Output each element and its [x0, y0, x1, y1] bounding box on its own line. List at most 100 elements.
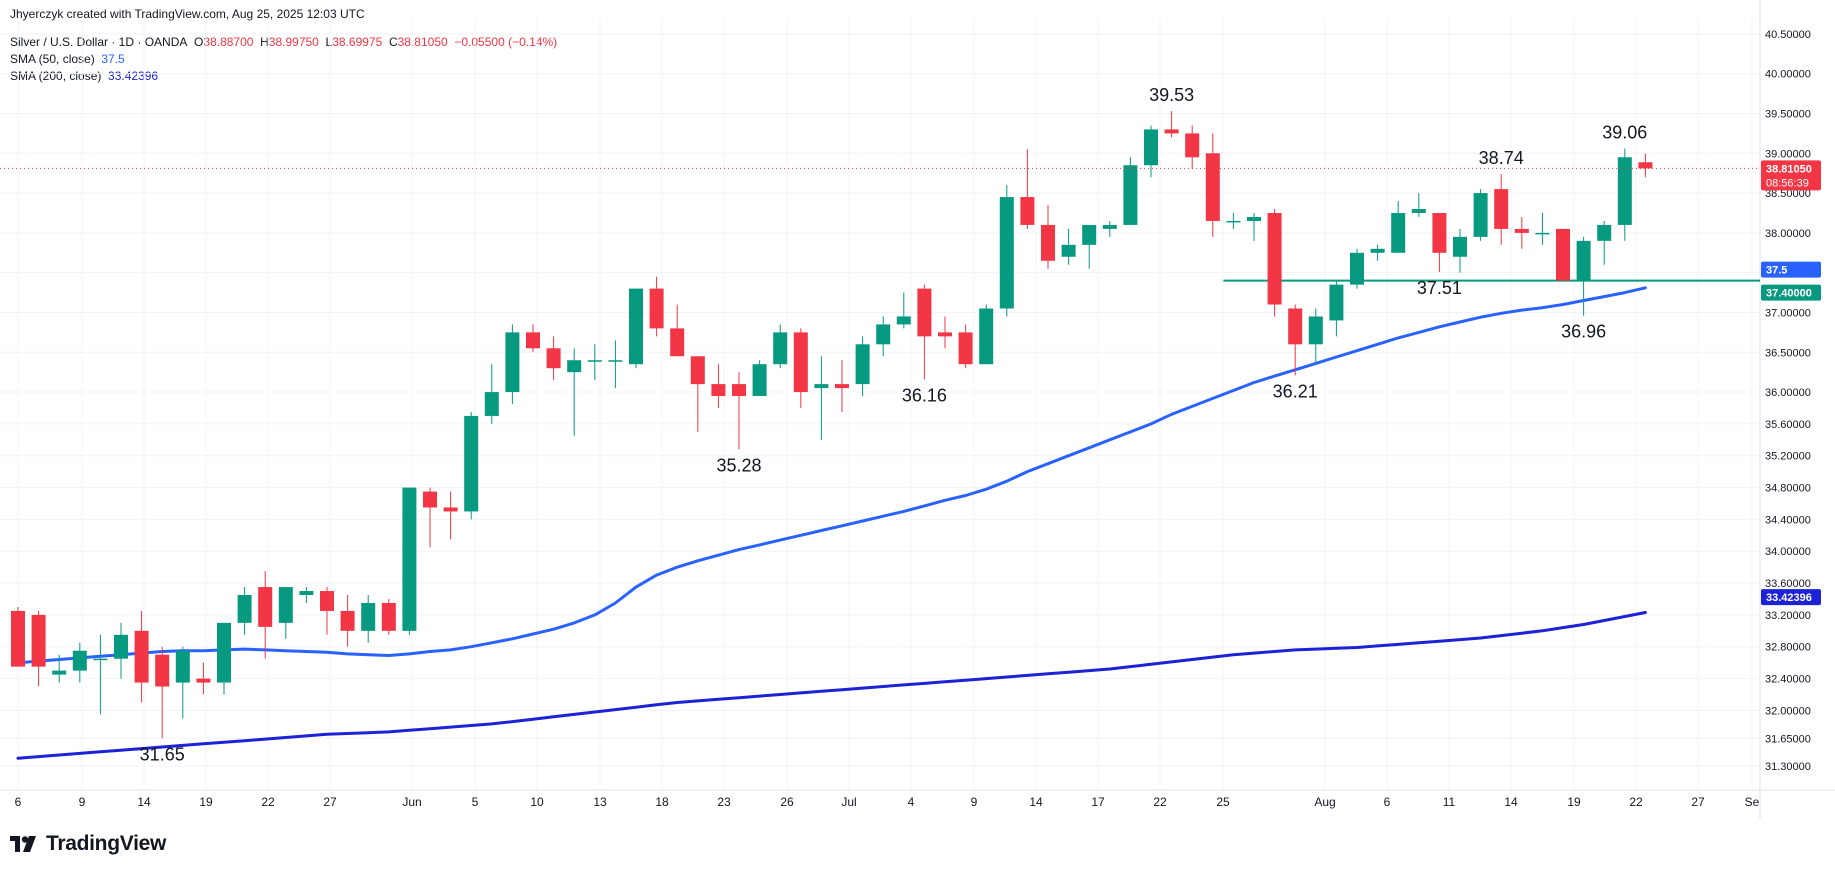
x-tick-label: 19 — [199, 795, 213, 809]
candle — [258, 571, 273, 659]
symbol-title[interactable]: Silver / U.S. Dollar · 1D · OANDA — [10, 35, 188, 49]
candle — [134, 610, 149, 703]
candle — [567, 348, 582, 436]
price-axis: 31.30000 31.65000 32.00000 32.40000 32.80000… — [1765, 29, 1811, 773]
candle-body — [1638, 162, 1653, 169]
tradingview-logo[interactable]: TradingView — [10, 832, 166, 856]
candle — [999, 185, 1014, 317]
candle — [814, 356, 829, 440]
candle — [629, 288, 643, 369]
candle — [484, 364, 499, 424]
sma50-legend[interactable]: SMA (50, close) 37.5 — [10, 52, 125, 66]
candle-body — [670, 328, 685, 357]
candle-body — [1288, 308, 1303, 345]
candle — [608, 340, 623, 389]
candle — [546, 336, 561, 381]
candle — [1164, 111, 1179, 138]
candle — [1205, 133, 1220, 237]
x-tick-label: Aug — [1314, 795, 1335, 809]
candle — [1329, 280, 1344, 337]
candle — [278, 587, 293, 639]
price-chart[interactable]: 31.65 35.28 36.16 39.53 36.21 37.51 38.74 36.96… — [0, 0, 1835, 820]
candle-body — [1597, 224, 1612, 241]
candle-body — [1576, 240, 1591, 281]
candle-body — [958, 332, 973, 365]
candle-body — [299, 591, 314, 596]
last-price-badge: 38.81050 08:56:39 — [1761, 160, 1821, 191]
candle-body — [793, 332, 808, 393]
last-price-badge-text: 38.81050 — [1766, 163, 1812, 175]
candle-body — [1432, 212, 1447, 253]
x-tick-label: 6 — [1384, 795, 1391, 809]
candle — [72, 642, 87, 683]
candle-body — [1226, 220, 1241, 223]
candle — [732, 372, 746, 450]
y-tick-label: 34.00000 — [1765, 546, 1811, 558]
x-tick-label: 27 — [323, 795, 337, 809]
candle-body — [423, 491, 437, 508]
candle-body — [155, 654, 170, 687]
candle — [793, 328, 808, 408]
candle — [1061, 228, 1076, 265]
creator-credit: Jhyerczyk created with TradingView.com, … — [10, 7, 365, 21]
sma200-layer — [16, 611, 1647, 760]
candle-body — [1535, 232, 1550, 235]
candle — [196, 662, 211, 695]
candle-body — [1617, 157, 1632, 225]
sma200-badge: 33.42396 — [1761, 589, 1821, 606]
candle-body — [381, 602, 396, 631]
annotations-layer: 31.65 35.28 36.16 39.53 36.21 37.51 38.74 36.96… — [140, 85, 1648, 764]
candle-body — [175, 650, 190, 683]
y-tick-label: 39.00000 — [1765, 148, 1811, 160]
candle — [876, 316, 891, 357]
candle-body — [1102, 224, 1117, 229]
y-tick-label: 35.60000 — [1765, 419, 1811, 431]
y-tick-label: 36.50000 — [1765, 347, 1811, 359]
x-tick-label: 22 — [1153, 795, 1167, 809]
candle — [402, 487, 417, 635]
candle — [1247, 212, 1261, 241]
candle-body — [31, 614, 46, 667]
candle — [381, 598, 396, 635]
x-tick-label: Jul — [841, 795, 856, 809]
candle — [1041, 205, 1055, 269]
candle-body — [587, 360, 602, 362]
candle — [1597, 220, 1612, 265]
candle-body — [484, 392, 499, 416]
x-tick-label: Jun — [402, 795, 421, 809]
hline-badge-text: 37.40000 — [1766, 288, 1812, 300]
candle — [1144, 125, 1158, 178]
candle-body — [443, 507, 458, 512]
candle-body — [1123, 165, 1138, 225]
candles-layer — [11, 111, 1653, 739]
x-tick-label: 26 — [780, 795, 794, 809]
candle-body — [1514, 228, 1529, 233]
candle — [320, 587, 334, 635]
sma50-line — [16, 286, 1647, 665]
y-tick-label: 39.50000 — [1765, 109, 1811, 121]
candle-body — [52, 670, 67, 675]
candle — [1102, 220, 1117, 237]
x-tick-label: Se — [1745, 795, 1760, 809]
candle-body — [1473, 193, 1488, 237]
y-tick-label: 35.20000 — [1765, 451, 1811, 463]
y-tick-label: 32.80000 — [1765, 642, 1811, 654]
candle-body — [134, 630, 149, 683]
high-value: 38.99750 — [268, 35, 319, 49]
candle-body — [278, 587, 293, 623]
candle-body — [340, 610, 355, 631]
x-tick-label: 23 — [717, 795, 731, 809]
candle — [979, 304, 994, 365]
candle-body — [896, 316, 911, 325]
candle — [1391, 201, 1406, 253]
candle-body — [1308, 316, 1323, 345]
candle — [1494, 173, 1509, 245]
candle-body — [237, 595, 252, 623]
sma200-legend[interactable]: SMA (200, close) 33.42396 — [10, 69, 158, 83]
candle-body — [1041, 224, 1055, 261]
sma50-layer — [16, 286, 1647, 665]
price-annotation: 36.16 — [902, 385, 947, 405]
candle-body — [361, 602, 376, 631]
candle — [464, 411, 479, 520]
time-axis: 6 9 14 19 22 27 Jun 5 10 13 18 23 26 Jul 4 9 14 17 22 25 Aug… — [15, 795, 1760, 809]
